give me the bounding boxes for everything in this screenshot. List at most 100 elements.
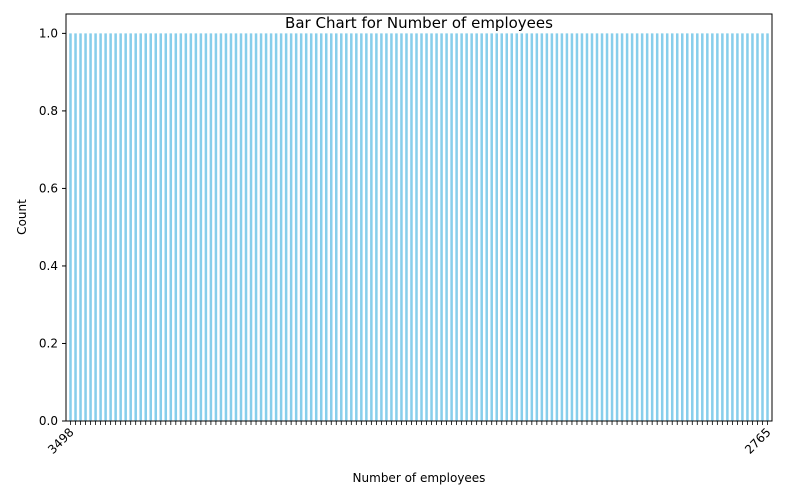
bar bbox=[410, 33, 413, 421]
bar bbox=[149, 33, 152, 421]
bar bbox=[746, 33, 749, 421]
bar bbox=[274, 33, 278, 421]
bar bbox=[575, 33, 579, 421]
bar bbox=[204, 33, 208, 421]
y-axis-label: Count bbox=[15, 199, 29, 235]
bar bbox=[324, 33, 328, 421]
bar bbox=[470, 33, 473, 421]
bar bbox=[761, 33, 764, 421]
bar bbox=[294, 33, 298, 421]
bar bbox=[370, 33, 373, 421]
bar bbox=[139, 33, 142, 421]
bar bbox=[179, 33, 183, 421]
bar bbox=[224, 33, 228, 421]
bar bbox=[425, 33, 428, 421]
bar bbox=[570, 33, 574, 421]
bar bbox=[545, 33, 549, 421]
bar bbox=[701, 33, 704, 421]
bar bbox=[430, 33, 433, 421]
bar bbox=[696, 33, 699, 421]
bar bbox=[721, 33, 724, 421]
bar bbox=[495, 33, 498, 421]
bar bbox=[756, 33, 759, 421]
bar bbox=[686, 33, 689, 421]
bar bbox=[635, 33, 639, 421]
bar bbox=[440, 33, 443, 421]
bar bbox=[455, 33, 458, 421]
bar bbox=[465, 33, 468, 421]
bar bbox=[706, 33, 709, 421]
bar bbox=[435, 33, 438, 421]
bar bbox=[530, 33, 534, 421]
y-tick-label: 0.0 bbox=[39, 414, 58, 428]
bar bbox=[675, 33, 679, 421]
bar bbox=[485, 33, 488, 421]
bar bbox=[79, 33, 82, 421]
bar bbox=[610, 33, 614, 421]
bar bbox=[269, 33, 273, 421]
bar bbox=[264, 33, 268, 421]
bar bbox=[309, 33, 313, 421]
bar bbox=[89, 33, 92, 421]
bar bbox=[314, 33, 318, 421]
bar bbox=[691, 33, 694, 421]
bar bbox=[580, 33, 584, 421]
bar bbox=[209, 33, 213, 421]
bar bbox=[189, 33, 193, 421]
bar bbox=[711, 33, 714, 421]
bar bbox=[164, 33, 168, 421]
bar bbox=[615, 33, 619, 421]
bar bbox=[330, 33, 333, 421]
bar bbox=[400, 33, 403, 421]
plot-area bbox=[65, 13, 773, 422]
bar bbox=[345, 33, 348, 421]
bar bbox=[726, 33, 729, 421]
bar bbox=[640, 33, 644, 421]
bar bbox=[174, 33, 178, 421]
bar bbox=[645, 33, 649, 421]
bar bbox=[525, 33, 529, 421]
bar bbox=[500, 33, 503, 421]
bar bbox=[360, 33, 363, 421]
bar bbox=[555, 33, 559, 421]
bar bbox=[405, 33, 408, 421]
bar bbox=[375, 33, 378, 421]
bar bbox=[254, 33, 258, 421]
bar bbox=[94, 33, 97, 421]
bar bbox=[751, 33, 754, 421]
bar bbox=[154, 33, 158, 421]
y-tick-label: 0.4 bbox=[39, 259, 58, 273]
plot-frame bbox=[65, 13, 773, 422]
bar bbox=[595, 33, 599, 421]
bar bbox=[109, 33, 112, 421]
bar bbox=[550, 33, 554, 421]
bar bbox=[99, 33, 102, 421]
bar bbox=[681, 33, 684, 421]
bar bbox=[650, 33, 654, 421]
bar bbox=[540, 33, 544, 421]
bar bbox=[259, 33, 263, 421]
bar bbox=[199, 33, 203, 421]
y-axis: 0.0 0.2 0.4 0.6 0.8 1.0 bbox=[39, 26, 66, 428]
bar bbox=[229, 33, 233, 421]
bar bbox=[520, 33, 524, 421]
bar bbox=[390, 33, 393, 421]
bar bbox=[319, 33, 323, 421]
bar bbox=[244, 33, 248, 421]
x-tick-label: 3498 bbox=[45, 425, 76, 456]
bar bbox=[355, 33, 358, 421]
bar bbox=[716, 33, 719, 421]
bar bbox=[600, 33, 604, 421]
bar bbox=[104, 33, 107, 421]
bar bbox=[741, 33, 744, 421]
y-tick-label: 0.6 bbox=[39, 181, 58, 195]
bar bbox=[234, 33, 238, 421]
bar bbox=[340, 33, 343, 421]
bar bbox=[535, 33, 539, 421]
bar bbox=[670, 33, 674, 421]
bar bbox=[249, 33, 253, 421]
bar bbox=[299, 33, 303, 421]
bar bbox=[630, 33, 634, 421]
